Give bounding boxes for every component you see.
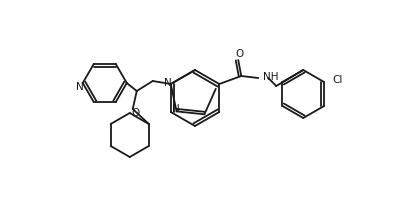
- Text: N: N: [164, 78, 172, 88]
- Text: NH: NH: [263, 72, 279, 82]
- Text: Cl: Cl: [332, 75, 342, 85]
- Text: O: O: [132, 108, 140, 118]
- Text: O: O: [235, 49, 243, 59]
- Text: N: N: [76, 82, 84, 92]
- Text: N: N: [172, 104, 179, 114]
